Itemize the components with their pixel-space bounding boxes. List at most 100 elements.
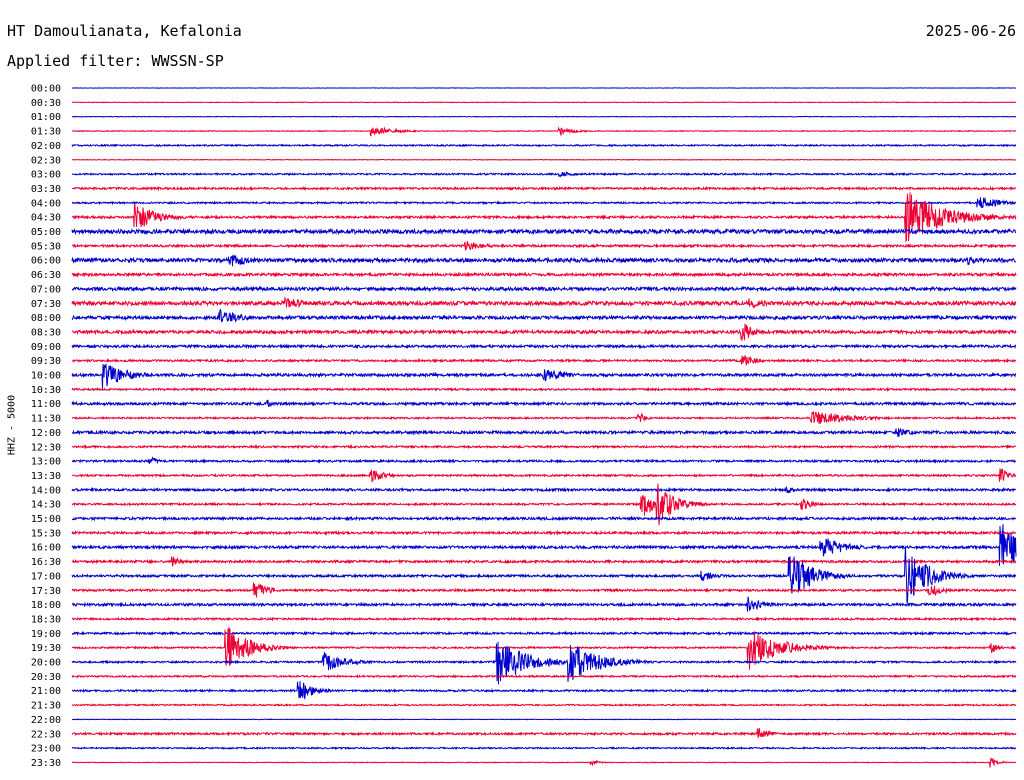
time-tick-label: 10:30 [31,385,61,396]
seismic-trace-2130 [71,703,1017,708]
time-tick-label: 11:30 [31,414,61,425]
time-tick-label: 19:30 [31,643,61,654]
seismic-trace-0800 [71,308,1017,324]
time-tick-label: 17:00 [31,571,61,582]
time-tick-label: 20:00 [31,658,61,669]
seismic-trace-0700 [71,285,1017,293]
seismic-trace-2330 [71,757,1017,768]
seismic-trace-0100 [71,115,1017,118]
seismic-trace-1200 [71,428,1017,438]
seismic-trace-1700 [71,546,1017,604]
seismic-trace-1530 [71,529,1017,536]
time-tick-label: 18:00 [31,600,61,611]
seismic-trace-2300 [71,746,1017,751]
time-tick-label: 08:30 [31,327,61,338]
seismic-trace-0030 [71,101,1017,104]
time-tick-label: 14:30 [31,500,61,511]
time-tick-label: 09:00 [31,342,61,353]
time-tick-label: 05:00 [31,227,61,238]
seismic-trace-2000 [71,641,1017,685]
time-tick-label: 22:00 [31,715,61,726]
time-tick-label: 09:30 [31,356,61,367]
time-tick-label: 10:00 [31,371,61,382]
time-tick-label: 01:30 [31,127,61,138]
seismic-trace-2030 [71,674,1017,679]
time-tick-label: 08:00 [31,313,61,324]
time-tick-label: 23:30 [31,758,61,769]
seismic-trace-1300 [71,456,1017,465]
time-tick-label: 19:00 [31,629,61,640]
seismic-trace-1830 [71,616,1017,622]
seismic-trace-0900 [71,343,1017,350]
record-date: 2025-06-26 [925,22,1016,40]
time-tick-label: 04:30 [31,213,61,224]
time-tick-label: 12:00 [31,428,61,439]
time-tick-label: 05:30 [31,241,61,252]
seismic-trace-0200 [71,143,1017,148]
time-tick-label: 16:00 [31,543,61,554]
time-tick-label: 04:00 [31,198,61,209]
seismic-trace-1930 [71,627,1017,670]
time-tick-label: 06:00 [31,256,61,267]
time-tick-label: 07:30 [31,299,61,310]
seismic-trace-0600 [71,254,1017,267]
time-tick-label: 15:30 [31,528,61,539]
station-title: HT Damoulianata, Kefalonia [7,22,242,40]
seismic-trace-0930 [71,355,1017,366]
seismic-trace-0130 [71,126,1017,137]
time-tick-label: 16:30 [31,557,61,568]
seismic-trace-1000 [71,363,1017,389]
time-tick-label: 02:30 [31,155,61,166]
seismic-trace-1730 [71,582,1017,598]
seismic-trace-1900 [71,630,1017,637]
seismic-trace-0400 [71,197,1017,209]
time-tick-label: 12:30 [31,442,61,453]
time-tick-label: 20:30 [31,672,61,683]
seismic-trace-1430 [71,483,1017,526]
time-tick-label: 01:00 [31,112,61,123]
seismic-trace-1330 [71,468,1016,483]
seismic-trace-0730 [71,296,1017,309]
time-tick-label: 02:00 [31,141,61,152]
time-tick-label: 03:30 [31,184,61,195]
time-tick-label: 13:30 [31,471,61,482]
seismic-trace-1800 [71,596,1017,612]
time-tick-label: 06:30 [31,270,61,281]
time-tick-label: 03:00 [31,170,61,181]
seismic-trace-1100 [71,398,1017,408]
time-tick-label: 00:00 [31,84,61,95]
seismic-trace-2200 [71,718,1017,721]
time-tick-label: 14:00 [31,485,61,496]
seismic-trace-1130 [71,411,1017,425]
seismic-trace-1630 [71,556,1017,567]
time-tick-label: 21:30 [31,701,61,712]
seismic-trace-1400 [71,486,1017,494]
seismic-trace-2100 [71,681,1017,700]
time-tick-label: 13:00 [31,457,61,468]
seismic-trace-0830 [71,323,1017,341]
seismic-trace-1030 [71,386,1017,393]
seismic-trace-1230 [71,444,1017,450]
time-tick-label: 23:00 [31,744,61,755]
applied-filter-label: Applied filter: WWSSN-SP [7,52,224,70]
time-tick-label: 18:30 [31,614,61,625]
seismic-trace-0330 [71,185,1017,192]
seismic-trace-0500 [71,227,1017,236]
time-tick-label: 17:30 [31,586,61,597]
seismic-trace-0430 [71,192,1017,243]
seismic-trace-1600 [71,524,1017,566]
time-tick-label: 15:00 [31,514,61,525]
seismic-trace-2230 [71,727,1017,738]
time-tick-label: 22:30 [31,729,61,740]
time-tick-label: 11:00 [31,399,61,410]
seismic-trace-0300 [71,171,1017,178]
seismic-trace-1500 [71,515,1017,522]
seismic-trace-0530 [71,241,1017,251]
seismic-trace-0630 [71,271,1017,278]
time-tick-label: 21:00 [31,686,61,697]
seismic-trace-0230 [71,158,1017,161]
time-tick-label: 00:30 [31,98,61,109]
time-tick-label: 07:00 [31,284,61,295]
